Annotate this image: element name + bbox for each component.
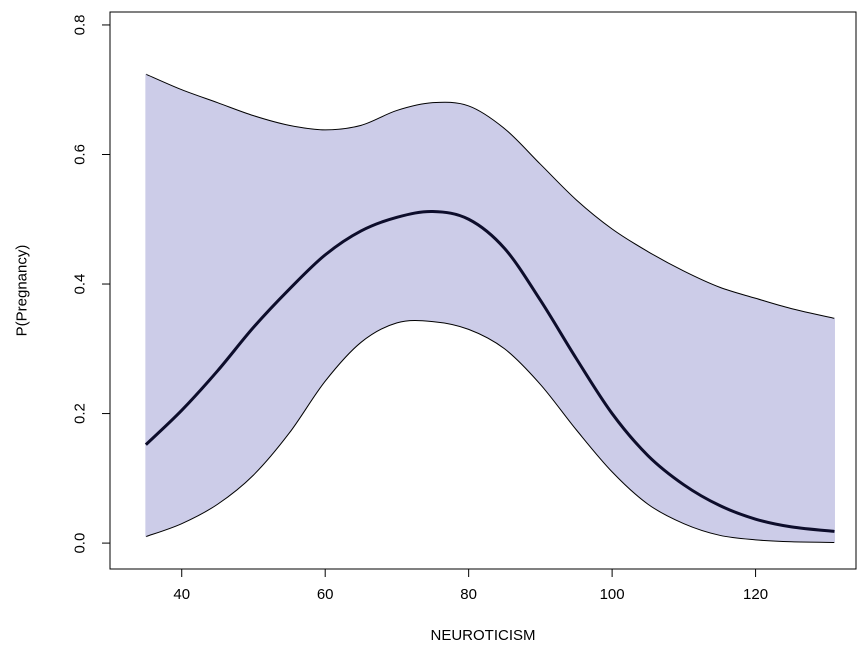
fit-line [144,209,835,533]
confidence-band-layer [145,73,835,543]
y-tick-label: 0.0 [72,533,89,554]
fit-line-layer [144,209,835,533]
confidence-band [145,74,835,543]
y-tick-label: 0.6 [72,144,89,165]
lower-bound-line [145,320,835,543]
y-tick-label: 0.4 [72,274,89,295]
upper-bound-line [145,73,835,319]
x-tick-label: 60 [317,586,334,603]
y-axis: 0.0 0.2 0.4 0.6 0.8 [72,15,111,554]
y-tick-label: 0.2 [72,403,89,424]
x-tick-label: 120 [743,586,768,603]
y-axis-title: P(Pregnancy) [14,245,31,337]
x-tick-label: 40 [173,586,190,603]
x-axis: 40 60 80 100 120 [173,568,768,603]
x-axis-title: NEUROTICISM [431,627,536,644]
x-tick-label: 100 [600,586,625,603]
y-tick-label: 0.8 [72,15,89,36]
x-tick-label: 80 [460,586,477,603]
